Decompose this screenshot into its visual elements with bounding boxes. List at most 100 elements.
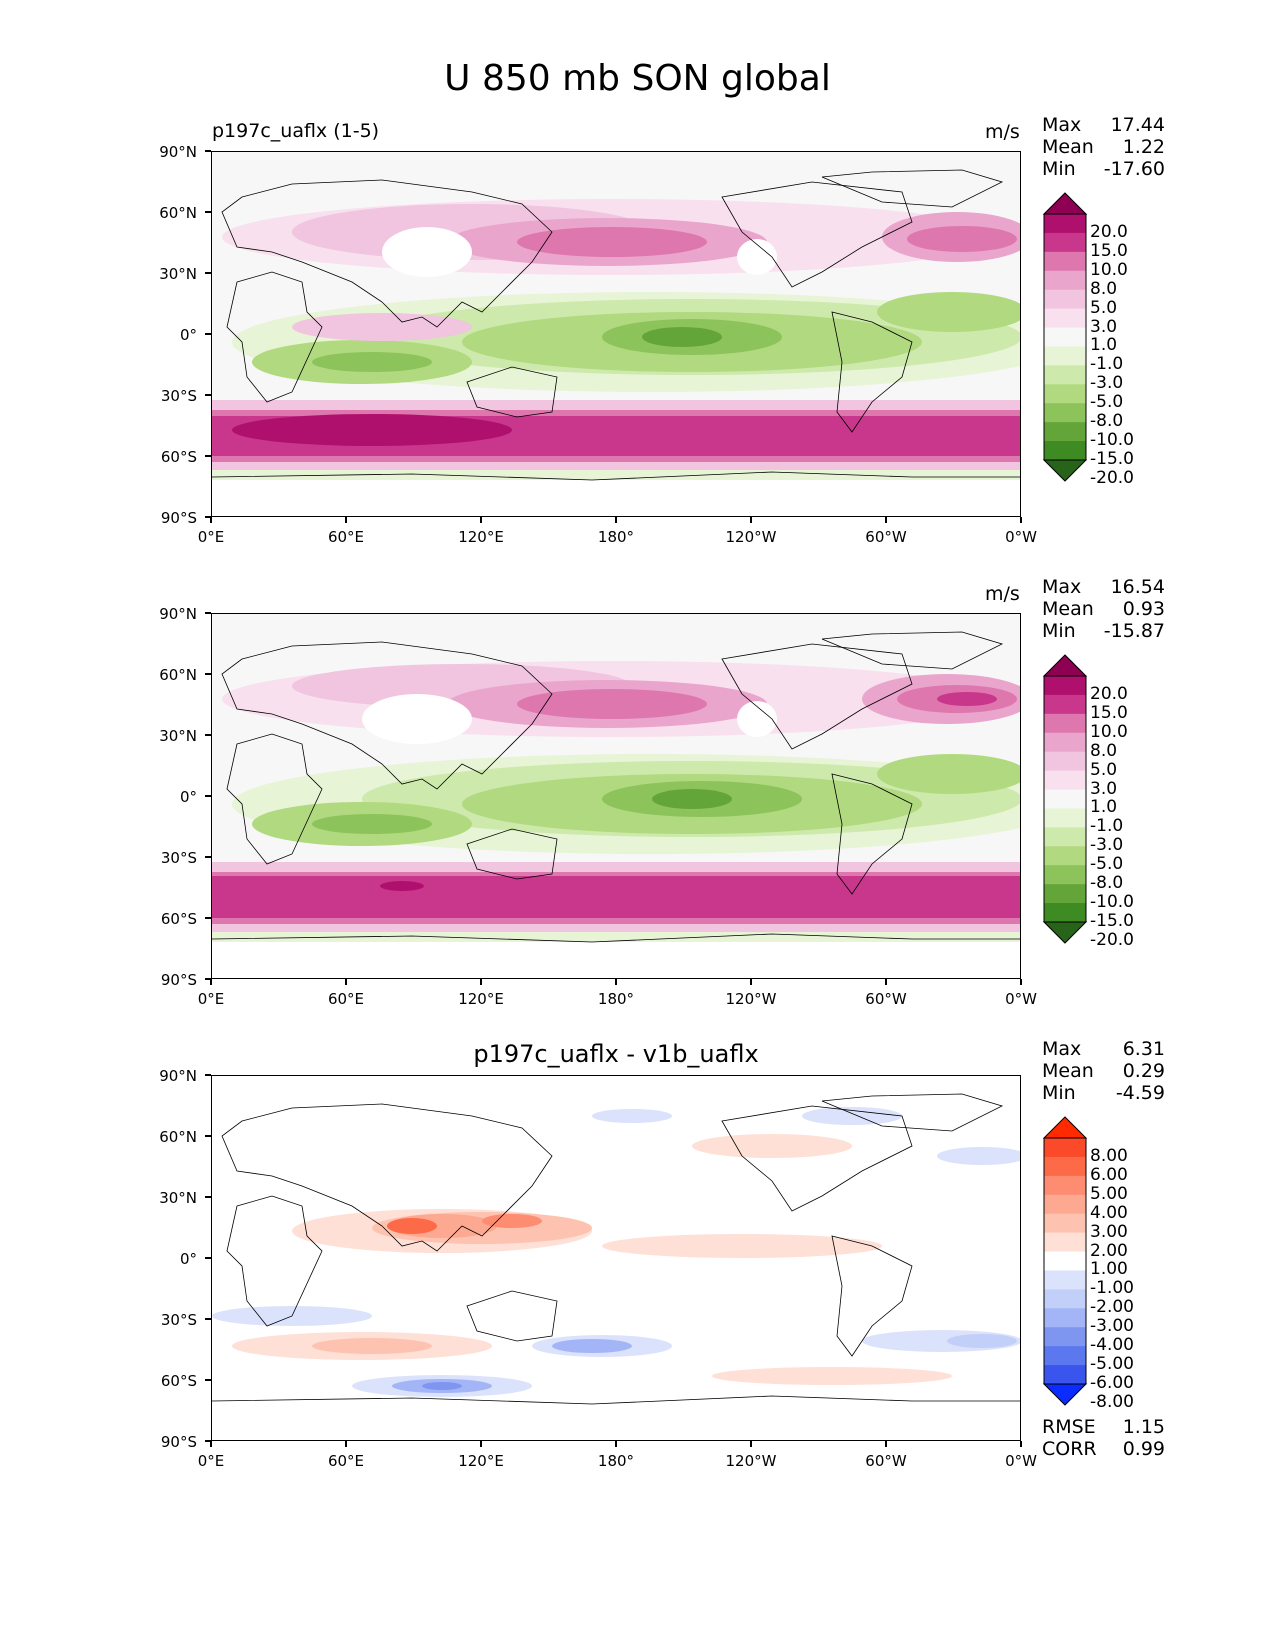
p1-ytick-mark (205, 516, 211, 518)
panel1-colorbar-tick-label: -3.0 (1090, 373, 1124, 394)
panel3-colorbar-swatch (1044, 1289, 1086, 1309)
p3-xtick-mark (345, 1441, 347, 1447)
panel3-field (212, 1076, 1020, 1440)
panel3-colorbar-swatch (1044, 1194, 1086, 1215)
panel2-colorbar-swatch (1044, 676, 1086, 696)
p1-ytick-mark (205, 455, 211, 457)
panel1-colorbar-tick-label: -10.0 (1090, 430, 1134, 451)
panel3-stat-max-label: Max (1042, 1038, 1082, 1060)
panel2-colorbar-tick-label: -20.0 (1090, 929, 1134, 950)
panel2-colorbar-tick-label: -15.0 (1090, 911, 1134, 931)
p2-ytick-mark (205, 673, 211, 675)
panel3-colorbar-swatch (1044, 1270, 1086, 1290)
p3-xtick-180: 180° (597, 1452, 635, 1470)
panel3-colorbar-tick-label: 8.00 (1090, 1145, 1128, 1166)
p3-ytick-eq: 0° (179, 1250, 197, 1268)
panel1-stat-max-value: 17.44 (1110, 114, 1165, 136)
panel3-colorbar-swatch (1044, 1175, 1086, 1196)
p1-ytick-90n: 90°N (159, 143, 197, 161)
p1-xtick-mark (1020, 517, 1022, 523)
panel2-units: m/s (985, 583, 1020, 605)
p2-xtick-mark (750, 979, 752, 985)
p3-ytick-30s: 30°S (160, 1311, 197, 1329)
panel2-map (211, 613, 1021, 979)
panel2-colorbar-tick-label: 15.0 (1090, 702, 1128, 723)
panel1-field (212, 152, 1020, 516)
panel1-colorbar-swatch (1044, 270, 1086, 291)
panel1-stat-min-value: -17.60 (1103, 158, 1165, 180)
panel3-colorbar-swatch (1044, 1138, 1086, 1158)
panel2-colorbar-swatch (1044, 827, 1086, 847)
panel2-colorbar-tick-label: -8.0 (1090, 873, 1124, 894)
panel3-colorbar-extend-bottom (1042, 1383, 1088, 1406)
p2-xtick-mark (1020, 979, 1022, 985)
panel3-colorbar-swatch (1044, 1213, 1086, 1234)
p3-xtick-60w: 60°W (865, 1452, 907, 1470)
p3-xtick-120w: 120°W (725, 1452, 777, 1470)
p2-xtick-0e: 0°E (197, 990, 225, 1008)
panel1-colorbar-tick-label: -1.0 (1090, 354, 1124, 375)
p2-xtick-mark (345, 979, 347, 985)
panel3-stat-min-value: -4.59 (1115, 1082, 1165, 1104)
panel3-colorbar-swatch (1044, 1346, 1086, 1366)
panel1-colorbar-extend-bottom (1042, 459, 1088, 482)
panel3-colorbar-swatch (1044, 1365, 1086, 1385)
panel2-colorbar-labels: 20.0 15.0 10.0 8.0 5.0 3.0 1.0 -1.0 -3.0 -5.0 -8.0… (1090, 654, 1170, 950)
panel1-title: p197c_uaflx (1-5) (212, 120, 380, 142)
panel3-colorbar-swatch (1044, 1308, 1086, 1328)
panel3-colorbar-swatch (1044, 1156, 1086, 1177)
p3-ytick-90s: 90°S (160, 1433, 197, 1451)
panel1-colorbar-tick-label: -8.0 (1090, 411, 1124, 432)
panel3-colorbar-tick-label: 3.00 (1090, 1221, 1128, 1242)
p2-xtick-120w: 120°W (725, 990, 777, 1008)
p1-xtick-0w: 0°W (1005, 528, 1037, 546)
panel3-colorbar-tick-label: -4.00 (1090, 1335, 1134, 1356)
panel2-colorbar-swatch (1044, 884, 1086, 904)
p2-ytick-eq: 0° (179, 788, 197, 806)
p3-xtick-0e: 0°E (197, 1452, 225, 1470)
panel1-colorbar-tick-label: 15.0 (1090, 240, 1128, 261)
p2-ytick-30s: 30°S (160, 849, 197, 867)
panel1-stat-min-label: Min (1042, 158, 1076, 180)
p2-xtick-mark (615, 979, 617, 985)
panel2-colorbar-swatch (1044, 713, 1086, 734)
p3-ytick-60s: 60°S (160, 1372, 197, 1390)
panel3-colorbar-swatch (1044, 1327, 1086, 1347)
p3-ytick-mark (205, 1074, 211, 1076)
p1-ytick-60s: 60°S (160, 448, 197, 466)
panel1-colorbar-tick-label: 1.0 (1090, 335, 1118, 356)
panel1-colorbar-swatch (1044, 365, 1086, 385)
panel1-colorbar-tick-label: -5.0 (1090, 392, 1124, 413)
panel1-colorbar-swatch (1044, 346, 1086, 366)
p1-xtick-120w: 120°W (725, 528, 777, 546)
panel1-colorbar-extend-top (1042, 192, 1088, 215)
panel3-map (211, 1075, 1021, 1441)
p1-ytick-30n: 30°N (159, 265, 197, 283)
p3-ytick-mark (205, 1257, 211, 1259)
panel2-colorbar-extend-top (1042, 654, 1088, 677)
panel3-colorbar-tick-label: 5.00 (1090, 1183, 1128, 1204)
panel3-colorbar-tick-label: 1.00 (1090, 1259, 1128, 1280)
p1-xtick-180: 180° (597, 528, 635, 546)
panel1-colorbar-swatch (1044, 403, 1086, 423)
panel1-colorbar-svg (1042, 192, 1088, 482)
panel2-colorbar-tick-label: 1.0 (1090, 797, 1118, 818)
p3-xtick-120e: 120°E (458, 1452, 504, 1470)
panel1-colorbar-tick-label: 8.0 (1090, 278, 1118, 299)
p3-ytick-mark (205, 1318, 211, 1320)
panel2-colorbar-tick-label: -5.0 (1090, 854, 1124, 875)
p1-xtick-mark (210, 517, 212, 523)
panel1-stat-max-label: Max (1042, 114, 1082, 136)
panel2-field (212, 614, 1020, 978)
p1-ytick-mark (205, 211, 211, 213)
p3-ytick-90n: 90°N (159, 1067, 197, 1085)
panel2-colorbar-swatch (1044, 846, 1086, 866)
p2-xtick-mark (210, 979, 212, 985)
panel1-colorbar-tick-label: -20.0 (1090, 467, 1134, 488)
panel3-colorbar-tick-label: -5.00 (1090, 1354, 1134, 1375)
panel2-colorbar-extend-bottom (1042, 921, 1088, 944)
panel3-stat-mean-value: 0.29 (1122, 1060, 1165, 1082)
panel3-colorbar-tick-label: -3.00 (1090, 1316, 1134, 1337)
p2-ytick-90n: 90°N (159, 605, 197, 623)
figure-title: U 850 mb SON global (444, 58, 831, 99)
